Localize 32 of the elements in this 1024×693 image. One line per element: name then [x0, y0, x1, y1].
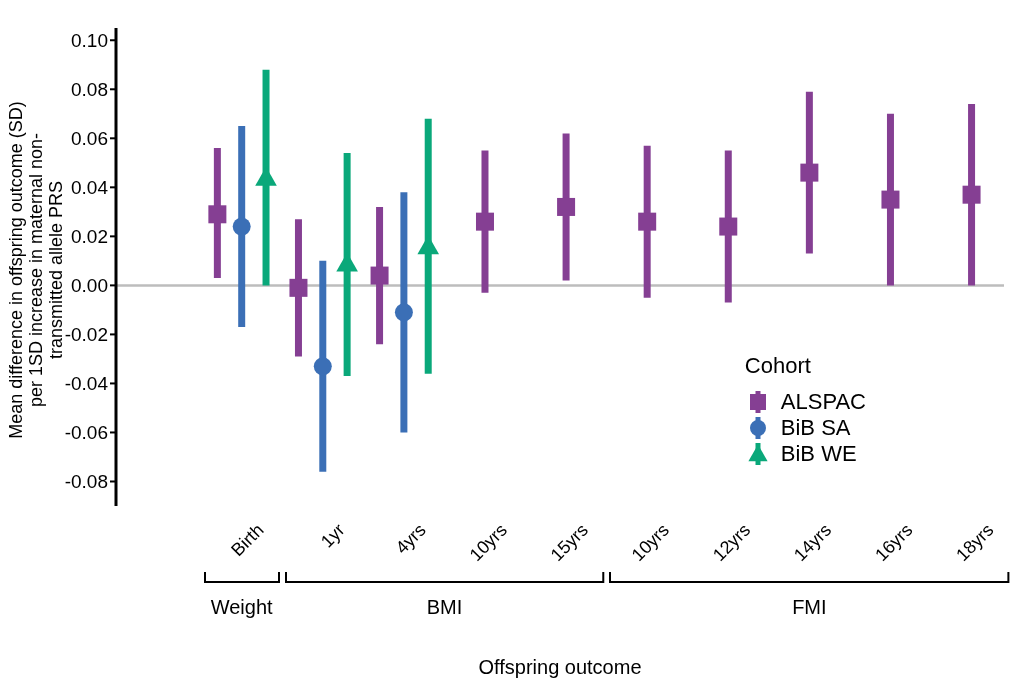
legend-label: BiB WE: [780, 441, 857, 467]
y-tick-label: -0.08: [64, 471, 108, 493]
x-axis-title: Offspring outcome: [477, 656, 643, 679]
point: [800, 163, 819, 182]
y-tick-label: 0.02: [71, 226, 108, 248]
point: [232, 217, 251, 236]
y-tick-label: -0.06: [64, 422, 108, 444]
y-tick-label: -0.02: [64, 324, 108, 346]
point: [557, 197, 576, 216]
text: Weight: [209, 596, 274, 619]
y-tick-label: 0.10: [71, 30, 108, 51]
point: [881, 190, 900, 209]
x-tick-label: 4yrs: [391, 519, 430, 558]
y-tick-label: 0.00: [71, 275, 108, 297]
x-tick-label: 1yr: [316, 519, 349, 552]
y-tick-label: 0.06: [71, 128, 108, 150]
legend-title: Cohort: [744, 353, 812, 379]
y-axis-title: Mean difference in offspring outcome (SD) per 1SD increase in maternal non-transmitted allele PRS: [6, 100, 66, 441]
text: FMI: [791, 596, 828, 619]
point: [313, 357, 332, 376]
point: [638, 212, 657, 231]
y-tick-label: -0.04: [64, 373, 109, 395]
text: BMI: [425, 596, 464, 619]
point: [719, 217, 738, 236]
y-tick-label: 0.08: [71, 79, 108, 101]
x-tick-label: Birth: [227, 519, 268, 561]
legend-label: BiB SA: [780, 415, 851, 441]
point: [475, 212, 494, 231]
y-tick-label: 0.04: [71, 177, 109, 199]
point: [394, 303, 413, 322]
point: [962, 185, 981, 204]
legend-label: ALSPAC: [780, 389, 866, 415]
